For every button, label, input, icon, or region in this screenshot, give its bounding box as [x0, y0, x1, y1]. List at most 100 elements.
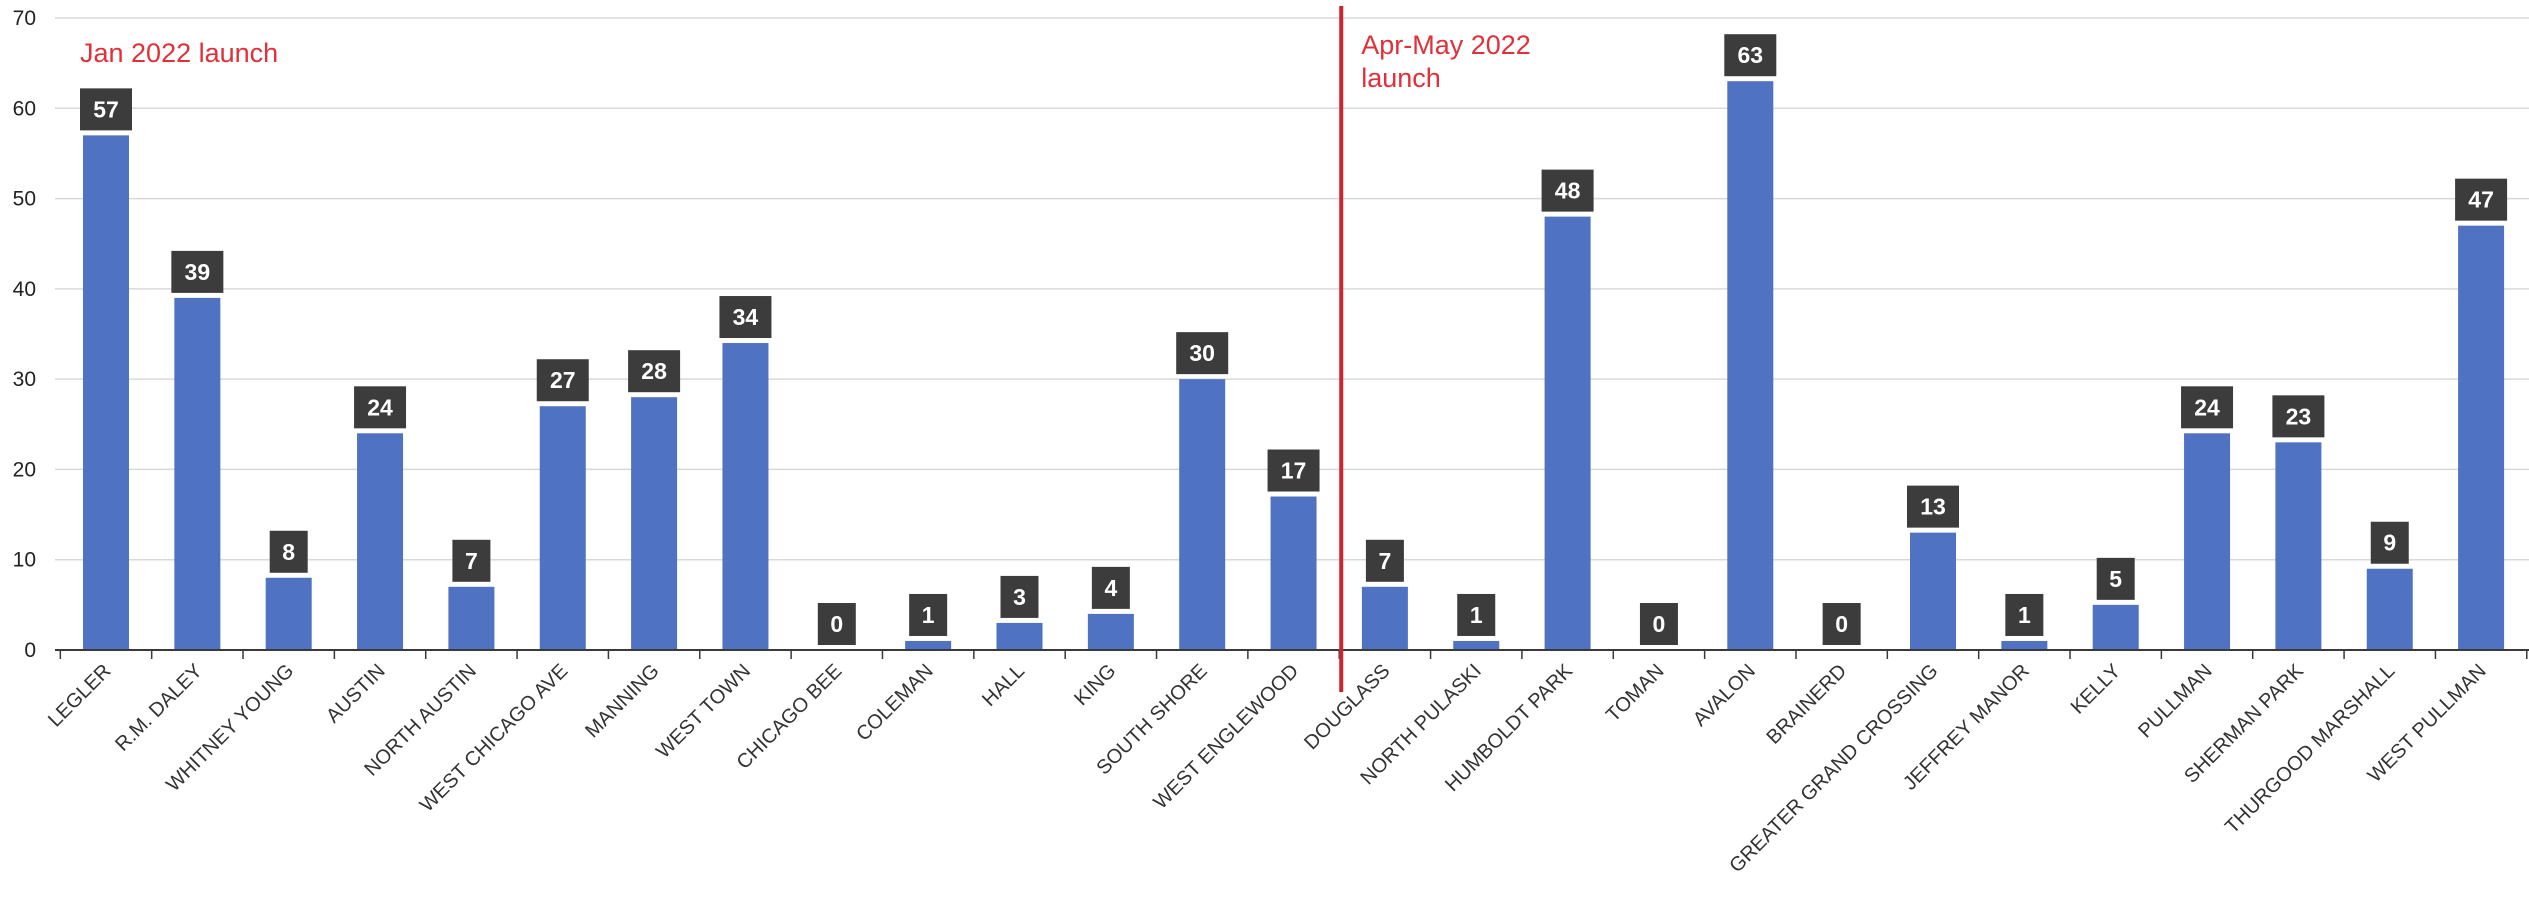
data-label-box — [628, 350, 681, 393]
bar — [2366, 568, 2413, 650]
data-label: 3 — [1013, 584, 1026, 610]
data-label-box — [1267, 449, 1320, 492]
data-label: 28 — [641, 358, 667, 384]
data-label-box — [1457, 593, 1496, 636]
bar — [2092, 604, 2139, 650]
data-label: 57 — [93, 96, 119, 122]
data-label: 30 — [1189, 340, 1215, 366]
launch-annotation: Jan 2022 launch — [80, 38, 278, 68]
x-tick-label: LEGLER — [44, 660, 115, 731]
data-label: 1 — [922, 602, 935, 628]
y-tick-label: 30 — [13, 368, 36, 391]
data-label-box — [2005, 593, 2044, 636]
data-label: 7 — [1379, 548, 1392, 574]
bar — [1087, 613, 1134, 650]
x-tick-label: AUSTIN — [322, 660, 389, 727]
data-label: 24 — [2194, 394, 2220, 420]
data-label: 4 — [1104, 575, 1117, 601]
bar — [1727, 81, 1774, 650]
data-label: 1 — [1470, 602, 1483, 628]
bar — [357, 433, 404, 650]
data-label-box — [909, 593, 948, 636]
data-label: 0 — [1653, 611, 1666, 637]
data-label: 13 — [1920, 494, 1946, 520]
y-tick-label: 50 — [13, 188, 36, 211]
bar — [2275, 442, 2322, 650]
data-label: 23 — [2286, 403, 2312, 429]
x-tick-label: KING — [1070, 660, 1120, 710]
data-label: 0 — [1835, 611, 1848, 637]
bar — [996, 622, 1043, 650]
bar — [1544, 216, 1591, 650]
data-label-box — [1822, 603, 1861, 645]
bar — [905, 640, 952, 650]
data-label-box — [1091, 566, 1130, 609]
data-label: 5 — [2109, 566, 2122, 592]
data-label: 47 — [2468, 187, 2494, 213]
data-label: 7 — [465, 548, 478, 574]
x-tick-label: DOUGLASS — [1300, 660, 1394, 754]
x-tick-label: WEST CHICAGO AVE — [416, 660, 572, 816]
bar — [2458, 225, 2505, 650]
gridlines — [55, 17, 2529, 561]
bar — [1453, 640, 1500, 650]
data-label-box — [80, 88, 132, 131]
bar — [265, 577, 312, 650]
x-tick-label: TOMAN — [1602, 660, 1668, 726]
bar — [1270, 496, 1317, 650]
bar — [2001, 640, 2048, 650]
data-label-box — [1541, 169, 1594, 212]
data-label-box — [1365, 539, 1404, 582]
y-axis-ticks: 0 10 20 30 40 50 60 70 — [13, 7, 36, 662]
data-label-box — [2455, 178, 2508, 221]
data-label: 34 — [733, 304, 759, 330]
data-label-box — [719, 296, 772, 339]
data-label-box — [2181, 386, 2234, 429]
data-label: 8 — [282, 539, 295, 565]
bar — [1361, 586, 1408, 650]
data-label: 48 — [1555, 178, 1581, 204]
data-label-box — [452, 539, 491, 582]
x-tick-label: HALL — [978, 660, 1029, 711]
data-label-box — [536, 359, 589, 402]
y-tick-label: 60 — [13, 97, 36, 120]
x-tick-label: COLEMAN — [852, 660, 937, 745]
data-label-box — [2272, 395, 2325, 438]
x-tick-label: R.M. DALEY — [111, 660, 207, 756]
x-tick-label: MANNING — [581, 660, 663, 742]
x-tick-label: KELLY — [2067, 660, 2126, 719]
data-label: 1 — [2018, 602, 2031, 628]
data-label-box — [1000, 575, 1039, 618]
bar — [1910, 532, 1956, 650]
x-tick-label: THURGOOD MARSHALL — [2221, 660, 2399, 838]
x-tick-label: BRAINERD — [1763, 660, 1852, 749]
x-axis — [55, 649, 2529, 659]
bars — [83, 81, 2505, 650]
data-label-box — [2096, 557, 2135, 600]
data-label: 17 — [1281, 458, 1307, 484]
data-label-box — [1639, 603, 1678, 645]
bar — [722, 343, 769, 650]
data-label-box — [269, 530, 308, 573]
launch-annotation: Apr-May 2022 — [1361, 30, 1531, 60]
y-tick-label: 20 — [13, 458, 36, 481]
data-label: 9 — [2383, 530, 2396, 556]
bar — [174, 297, 221, 650]
data-label-box — [1176, 332, 1229, 375]
bar — [539, 406, 586, 650]
x-tick-label: WEST TOWN — [652, 660, 755, 763]
data-label: 27 — [550, 367, 576, 393]
data-label-box — [817, 603, 856, 645]
data-label: 63 — [1738, 42, 1764, 68]
bar — [83, 135, 129, 650]
launch-annotation: launch — [1361, 63, 1441, 93]
x-tick-label: AVALON — [1689, 660, 1760, 731]
y-tick-label: 10 — [13, 549, 36, 572]
bar — [2184, 433, 2231, 650]
data-label-box — [1724, 34, 1777, 77]
